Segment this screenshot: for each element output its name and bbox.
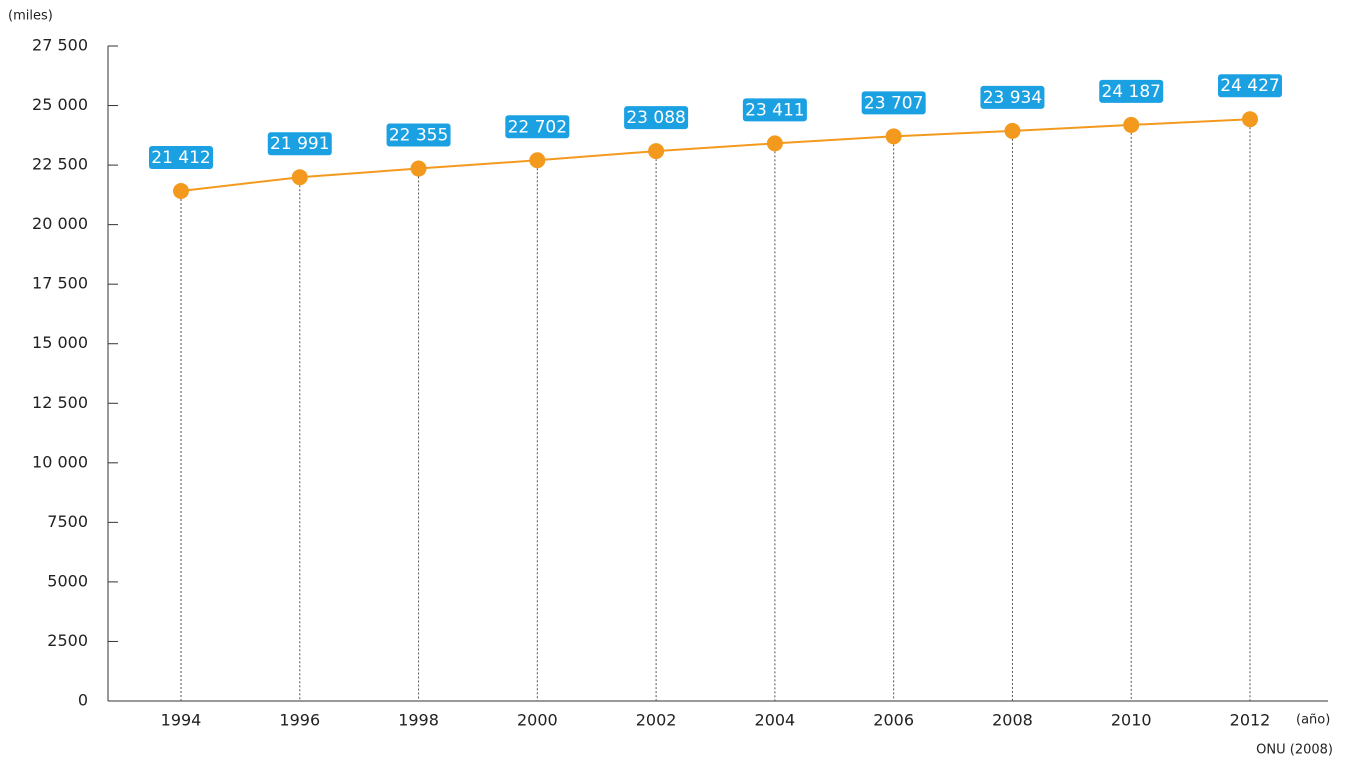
marker bbox=[885, 128, 902, 145]
marker bbox=[173, 183, 189, 200]
y-tick-label: 12 500 bbox=[32, 393, 88, 412]
y-tick-label: 2500 bbox=[47, 631, 88, 650]
y-tick-label: 0 bbox=[78, 691, 88, 710]
value-label-box bbox=[980, 85, 1045, 109]
value-label: 21 412 bbox=[151, 148, 210, 168]
y-tick-label: 5000 bbox=[47, 571, 88, 590]
x-tick-label: 2000 bbox=[517, 711, 558, 730]
y-tick-label: 10 000 bbox=[32, 452, 88, 471]
y-tick-label: 7500 bbox=[47, 512, 88, 531]
x-tick-label: 1994 bbox=[161, 711, 202, 730]
value-label: 22 355 bbox=[389, 126, 448, 146]
marker bbox=[1004, 122, 1021, 139]
y-tick-label: 27 500 bbox=[32, 36, 88, 55]
value-label: 21 991 bbox=[270, 134, 329, 154]
y-tick-label: 15 000 bbox=[32, 333, 88, 352]
value-label-box bbox=[505, 115, 570, 139]
value-label-box bbox=[1099, 79, 1164, 103]
marker bbox=[1123, 116, 1140, 133]
x-axis-label: (año) bbox=[1296, 713, 1330, 728]
y-tick-label: 20 000 bbox=[32, 214, 88, 233]
value-label-box bbox=[742, 98, 807, 122]
x-tick-label: 2008 bbox=[992, 711, 1033, 730]
value-label-box bbox=[861, 91, 926, 115]
y-tick-label: 22 500 bbox=[32, 155, 88, 174]
x-tick-label: 1998 bbox=[398, 711, 439, 730]
value-label: 23 934 bbox=[983, 88, 1042, 108]
x-tick-label: 2010 bbox=[1111, 711, 1152, 730]
marker bbox=[410, 160, 427, 177]
value-label-box bbox=[386, 123, 451, 147]
marker bbox=[766, 135, 783, 152]
value-label: 23 707 bbox=[864, 93, 923, 113]
value-label-box bbox=[1218, 74, 1282, 98]
y-tick-label: 17 500 bbox=[32, 274, 88, 293]
x-tick-label: 2012 bbox=[1230, 711, 1271, 730]
x-tick-label: 1996 bbox=[279, 711, 320, 730]
x-tick-label: 2002 bbox=[636, 711, 677, 730]
value-label: 22 702 bbox=[508, 117, 567, 137]
value-label-box bbox=[267, 132, 332, 156]
marker bbox=[291, 169, 308, 186]
value-label-box bbox=[149, 146, 213, 170]
value-label: 24 187 bbox=[1101, 82, 1160, 102]
marker bbox=[529, 152, 546, 169]
source: ONU (2008) bbox=[1256, 743, 1333, 758]
marker bbox=[1242, 111, 1258, 128]
value-label: 23 411 bbox=[745, 100, 804, 120]
line bbox=[180, 118, 1251, 192]
marker bbox=[648, 143, 665, 160]
x-tick-label: 2004 bbox=[755, 711, 796, 730]
value-label-box bbox=[624, 106, 689, 130]
x-tick-label: 2006 bbox=[873, 711, 914, 730]
y-axis-label: (miles) bbox=[8, 9, 53, 24]
value-label: 24 427 bbox=[1220, 76, 1279, 96]
y-tick-label: 25 000 bbox=[32, 95, 88, 114]
value-label: 23 088 bbox=[626, 108, 685, 128]
